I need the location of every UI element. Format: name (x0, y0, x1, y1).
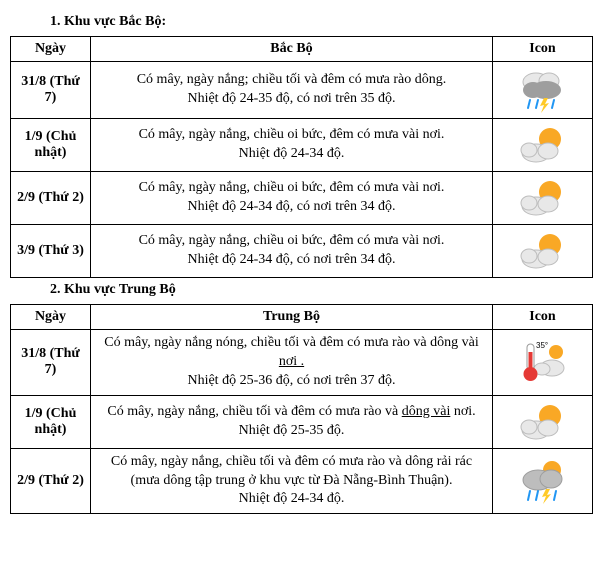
cell-desc: Có mây, ngày nắng; chiều tối và đêm có m… (91, 62, 493, 119)
col-ngay: Ngày (11, 305, 91, 330)
section-title: 2. Khu vực Trung Bộ (50, 282, 593, 298)
svg-text:35°: 35° (536, 341, 548, 350)
weather-icon (493, 448, 593, 514)
weather-table: Ngày Trung Bộ Icon 31/8 (Thứ 7) Có mây, … (10, 304, 593, 514)
cell-ngay: 31/8 (Thứ 7) (11, 62, 91, 119)
table-row: 31/8 (Thứ 7) Có mây, ngày nắng; chiều tố… (11, 62, 593, 119)
col-region: Bắc Bộ (91, 37, 493, 62)
table-row: 1/9 (Chủ nhật) Có mây, ngày nắng, chiều … (11, 395, 593, 448)
weather-table: Ngày Bắc Bộ Icon 31/8 (Thứ 7) Có mây, ng… (10, 36, 593, 278)
col-icon: Icon (493, 37, 593, 62)
cell-desc: Có mây, ngày nắng, chiều oi bức, đêm có … (91, 119, 493, 172)
table-row: 3/9 (Thứ 3) Có mây, ngày nắng, chiều oi … (11, 225, 593, 278)
cell-ngay: 3/9 (Thứ 3) (11, 225, 91, 278)
cell-desc: Có mây, ngày nắng nóng, chiều tối và đêm… (91, 330, 493, 396)
cell-ngay: 31/8 (Thứ 7) (11, 330, 91, 396)
table-row: 2/9 (Thứ 2) Có mây, ngày nắng, chiều tối… (11, 448, 593, 514)
col-ngay: Ngày (11, 37, 91, 62)
col-region: Trung Bộ (91, 305, 493, 330)
cell-ngay: 2/9 (Thứ 2) (11, 172, 91, 225)
col-icon: Icon (493, 305, 593, 330)
cell-desc: Có mây, ngày nắng, chiều tối và đêm có m… (91, 448, 493, 514)
weather-icon (493, 172, 593, 225)
weather-icon: 35° (493, 330, 593, 396)
table-header-row: Ngày Trung Bộ Icon (11, 305, 593, 330)
table-row: 31/8 (Thứ 7) Có mây, ngày nắng nóng, chi… (11, 330, 593, 396)
weather-icon (493, 225, 593, 278)
cell-desc: Có mây, ngày nắng, chiều oi bức, đêm có … (91, 225, 493, 278)
cell-desc: Có mây, ngày nắng, chiều oi bức, đêm có … (91, 172, 493, 225)
table-row: 1/9 (Chủ nhật) Có mây, ngày nắng, chiều … (11, 119, 593, 172)
weather-icon (493, 119, 593, 172)
cell-ngay: 1/9 (Chủ nhật) (11, 119, 91, 172)
cell-ngay: 1/9 (Chủ nhật) (11, 395, 91, 448)
table-row: 2/9 (Thứ 2) Có mây, ngày nắng, chiều oi … (11, 172, 593, 225)
cell-ngay: 2/9 (Thứ 2) (11, 448, 91, 514)
cell-desc: Có mây, ngày nắng, chiều tối và đêm có m… (91, 395, 493, 448)
weather-icon (493, 395, 593, 448)
section-title: 1. Khu vực Bắc Bộ: (50, 14, 593, 30)
weather-icon (493, 62, 593, 119)
table-header-row: Ngày Bắc Bộ Icon (11, 37, 593, 62)
